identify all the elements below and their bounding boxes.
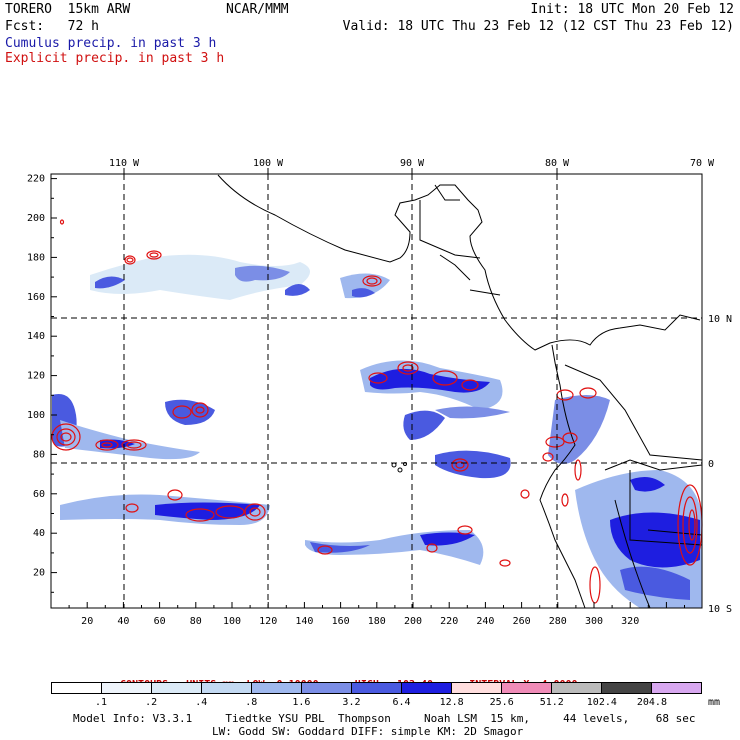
y-tick-label: 80 <box>33 449 45 460</box>
forecast-hour: Fcst: 72 h <box>5 19 99 34</box>
colorbar-label: .4 <box>195 697 208 708</box>
y-tick-label: 200 <box>27 213 45 224</box>
y-tick-label: 120 <box>27 371 45 382</box>
x-tick-label: 260 <box>513 616 531 627</box>
y-tick-label: 140 <box>27 331 45 342</box>
lon-label: 80 W <box>545 158 570 169</box>
lon-label: 100 W <box>253 158 284 169</box>
cumulus-precip-label: Cumulus precip. in past 3 h <box>5 36 217 51</box>
explicit-precip-contours <box>51 219 703 604</box>
colorbar-cell <box>152 683 202 693</box>
x-tick-label: 60 <box>154 616 166 627</box>
colorbar-cell <box>252 683 302 693</box>
y-tick-label: 220 <box>27 174 45 185</box>
y-tick-label: 40 <box>33 528 45 539</box>
colorbar <box>51 682 702 694</box>
colorbar-cell <box>602 683 652 693</box>
y-tick-label: 20 <box>33 568 45 579</box>
x-tick-label: 200 <box>404 616 422 627</box>
model-physics: LW: Godd SW: Goddard DIFF: simple KM: 2D… <box>212 725 524 738</box>
colorbar-label: 25.6 <box>489 697 514 708</box>
lat-label: 10 S <box>708 604 732 615</box>
x-tick-label: 240 <box>476 616 494 627</box>
y-tick-label: 60 <box>33 489 45 500</box>
colorbar-label: 204.8 <box>636 697 667 708</box>
lat-label: 0 <box>708 459 714 470</box>
init-time: Init: 18 UTC Mon 20 Feb 12 <box>530 2 735 17</box>
coastlines <box>217 174 703 609</box>
colorbar-cell <box>202 683 252 693</box>
tick-marks <box>51 168 685 608</box>
colorbar-cell <box>652 683 701 693</box>
colorbar-cell <box>102 683 152 693</box>
lon-label: 70 W <box>690 158 715 169</box>
colorbar-cell <box>452 683 502 693</box>
colorbar-label: .2 <box>145 697 158 708</box>
explicit-precip-label: Explicit precip. in past 3 h <box>5 51 225 66</box>
axis-labels: 110 W 100 W 90 W 80 W 70 W 10 N 0 10 S 2… <box>27 158 732 627</box>
x-tick-label: 80 <box>190 616 202 627</box>
colorbar-cell <box>402 683 452 693</box>
colorbar-label: 6.4 <box>392 697 411 708</box>
x-tick-label: 160 <box>332 616 350 627</box>
latlon-grid <box>51 174 702 608</box>
colorbar-label: 51.2 <box>539 697 564 708</box>
precip-shading <box>52 254 702 608</box>
colorbar-label: .1 <box>95 697 108 708</box>
colorbar-cell <box>502 683 552 693</box>
x-tick-label: 220 <box>440 616 458 627</box>
valid-time: Valid: 18 UTC Thu 23 Feb 12 (12 CST Thu … <box>342 19 734 34</box>
lat-label: 10 N <box>708 314 732 325</box>
y-tick-label: 100 <box>27 410 45 421</box>
colorbar-label: 12.8 <box>439 697 464 708</box>
x-tick-label: 180 <box>368 616 386 627</box>
colorbar-label: .8 <box>245 697 258 708</box>
colorbar-cell <box>52 683 102 693</box>
lon-label: 110 W <box>109 158 140 169</box>
model-info: Model Info: V3.3.1 Tiedtke YSU PBL Thomp… <box>73 712 696 725</box>
y-tick-label: 180 <box>27 252 45 263</box>
x-tick-label: 300 <box>585 616 603 627</box>
colorbar-label: 1.6 <box>292 697 311 708</box>
x-tick-label: 140 <box>295 616 313 627</box>
colorbar-label: 3.2 <box>342 697 361 708</box>
x-tick-label: 100 <box>223 616 241 627</box>
colorbar-cell <box>552 683 602 693</box>
colorbar-label: 102.4 <box>586 697 617 708</box>
model-title: TORERO 15km ARW <box>5 2 131 17</box>
x-tick-label: 280 <box>549 616 567 627</box>
colorbar-cell <box>352 683 402 693</box>
colorbar-cell <box>302 683 352 693</box>
x-tick-label: 120 <box>259 616 277 627</box>
y-tick-label: 160 <box>27 292 45 303</box>
x-tick-label: 320 <box>621 616 639 627</box>
x-tick-label: 40 <box>117 616 129 627</box>
lon-label: 90 W <box>400 158 425 169</box>
colorbar-unit: mm <box>708 697 721 708</box>
x-tick-label: 20 <box>81 616 93 627</box>
organization-label: NCAR/MMM <box>226 2 289 17</box>
